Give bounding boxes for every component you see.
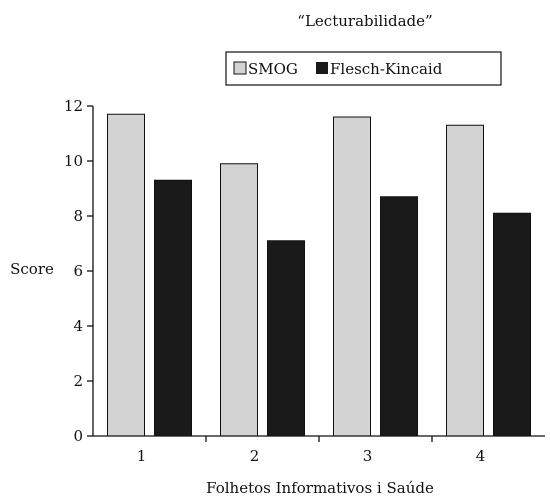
bar-flesch-kincaid-2 [267,240,305,437]
legend-label-smog: SMOG [248,60,298,78]
bar-smog-1 [107,113,145,437]
y-tick-label: 10 [64,152,83,170]
y-axis-label: Score [10,260,54,278]
legend-swatch-smog [233,61,247,75]
x-tick-label: 1 [137,447,147,465]
legend-label-flesch-kincaid: Flesch-Kincaid [330,60,443,78]
x-axis: 1 2 3 4 [137,436,486,465]
y-tick-label: 8 [73,207,83,225]
x-axis-label: Folhetos Informativos i Saúde [206,479,434,497]
bar-smog-2 [220,163,258,437]
y-tick-label: 6 [73,262,83,280]
y-axis: 0 2 4 6 8 10 12 [64,97,93,445]
x-tick-label: 2 [250,447,260,465]
legend: SMOG Flesch-Kincaid [225,51,502,86]
bars [107,113,531,437]
bar-flesch-kincaid-1 [154,179,192,437]
bar-flesch-kincaid-4 [493,212,531,437]
bar-flesch-kincaid-3 [380,196,418,437]
chart-title: “Lecturabilidade” [297,12,432,30]
y-tick-label: 4 [73,317,83,335]
x-tick-label: 3 [363,447,373,465]
legend-box [225,51,502,86]
x-tick-label: 4 [476,447,486,465]
y-tick-label: 0 [73,427,83,445]
bar-smog-4 [446,124,484,437]
legend-swatch-flesch-kincaid [316,62,328,74]
bar-smog-3 [333,116,371,437]
y-tick-label: 12 [64,97,83,115]
y-tick-label: 2 [73,372,83,390]
